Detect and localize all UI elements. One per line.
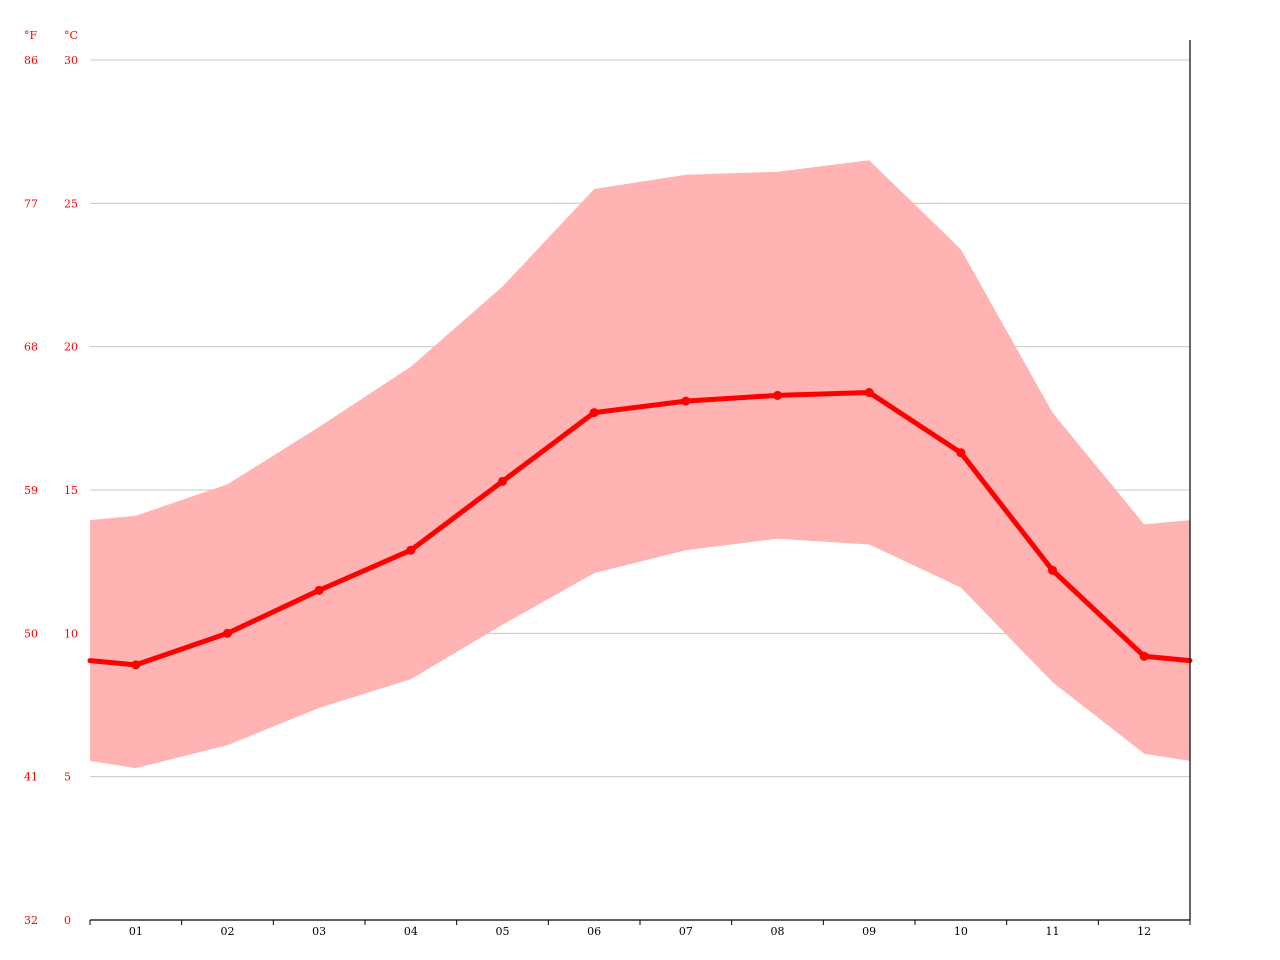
y-tick-label-celsius: 20 (64, 341, 78, 354)
mean-point (1048, 565, 1057, 575)
mean-point (131, 660, 141, 670)
mean-point (498, 476, 507, 486)
x-tick-label: 05 (496, 925, 510, 938)
mean-point (864, 388, 874, 398)
x-tick-label: 09 (862, 925, 876, 938)
y-tick-label-fahrenheit: 86 (24, 54, 38, 67)
y-unit-celsius: °C (64, 29, 78, 42)
y-tick-label-celsius: 0 (64, 914, 71, 927)
mean-point (956, 448, 966, 458)
x-tick-label: 11 (1046, 925, 1060, 938)
y-tick-label-celsius: 30 (64, 54, 78, 67)
mean-point (223, 628, 232, 638)
x-tick-label: 06 (587, 925, 601, 938)
mean-point (681, 396, 691, 406)
x-tick-label: 01 (129, 925, 143, 938)
x-tick-label: 04 (404, 925, 418, 938)
y-tick-label-fahrenheit: 32 (24, 914, 38, 927)
mean-point (1139, 651, 1149, 661)
y-tick-label-fahrenheit: 50 (24, 627, 38, 640)
y-unit-fahrenheit: °F (24, 29, 38, 42)
mean-point (589, 408, 599, 418)
range-band-area (90, 160, 1190, 769)
y-tick-label-celsius: 15 (64, 484, 78, 497)
x-tick-label: 03 (312, 925, 326, 938)
mean-point (773, 390, 782, 400)
mean-line-path (87, 390, 1193, 668)
x-tick-label: 08 (771, 925, 785, 938)
y-tick-label-fahrenheit: 77 (24, 197, 38, 210)
tick-labels: °F °C 32 0 41 5 50 10 59 15 68 20 77 25 86 30 01 02 03 04… (24, 29, 1151, 938)
axes (89, 40, 1191, 925)
y-tick-label-celsius: 25 (64, 197, 78, 210)
mean-temperature-line (87, 388, 1193, 670)
x-tick-label: 10 (954, 925, 968, 938)
y-tick-label-celsius: 10 (64, 627, 78, 640)
x-tick-label: 12 (1137, 925, 1151, 938)
y-tick-label-fahrenheit: 59 (24, 484, 38, 497)
mean-point (406, 545, 416, 555)
y-tick-label-celsius: 5 (64, 771, 71, 784)
mean-point (314, 585, 324, 595)
temperature-range-band (90, 160, 1190, 769)
x-tick-label: 02 (221, 925, 235, 938)
y-tick-label-fahrenheit: 68 (24, 341, 38, 354)
y-tick-label-fahrenheit: 41 (24, 771, 38, 784)
x-tick-label: 07 (679, 925, 693, 938)
